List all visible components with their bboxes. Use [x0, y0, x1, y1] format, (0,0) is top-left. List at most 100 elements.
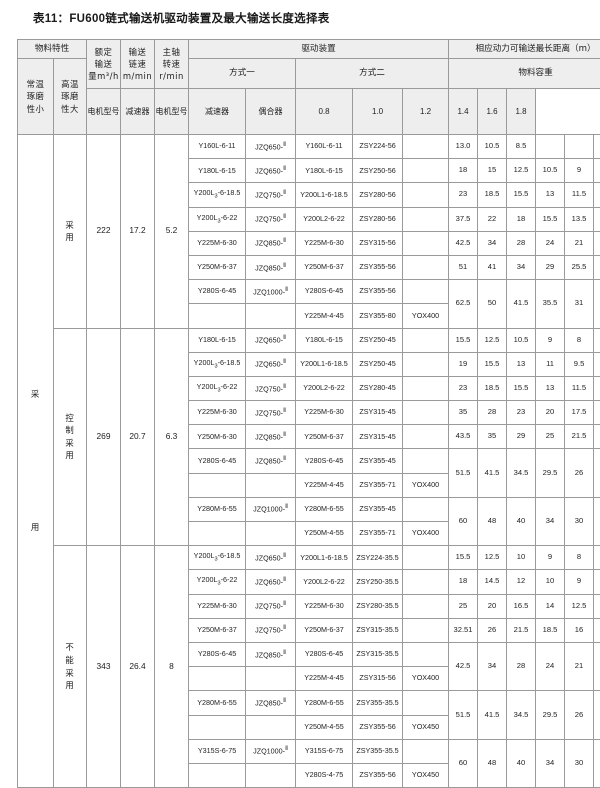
coupler-model: YOX450 — [403, 763, 449, 787]
max-distance-value: 9 — [565, 570, 594, 594]
method-two-motor-model: Y225M-4-45 — [296, 667, 353, 691]
max-distance-value: 34 — [507, 255, 536, 279]
max-distance-value: 21 — [565, 642, 594, 690]
method-one-motor-model: Y200L3-6-18.5 — [189, 352, 246, 376]
method-one-motor-model: Y180L-6-15 — [189, 328, 246, 352]
method-one-motor-model: Y225M-6-30 — [189, 401, 246, 425]
max-distance-value: 26 — [565, 691, 594, 739]
coupler-model: YOX450 — [403, 715, 449, 739]
max-distance-value: 32.51 — [449, 618, 478, 642]
method-one-motor-model: Y200L3-6-22 — [189, 570, 246, 594]
method-one-motor-model — [189, 522, 246, 546]
max-distance-value: 43.5 — [449, 425, 478, 449]
max-distance-value: 28 — [478, 401, 507, 425]
page-title: 表11：FU600链式输送机驱动装置及最大输送长度选择表 — [33, 10, 330, 26]
max-distance-value: 37.5 — [449, 207, 478, 231]
chain-speed-2: 26.4 — [121, 546, 155, 788]
method-two-motor-model: Y200L2-6-22 — [296, 376, 353, 400]
max-distance-value: 34 — [478, 642, 507, 690]
header-bulk-density: 物料容重 — [449, 59, 600, 89]
max-distance-value: 31 — [565, 280, 594, 328]
header-m1-reducer: 减速器 — [121, 89, 155, 135]
header-density-1-2: 1.2 — [403, 89, 449, 135]
method-two-motor-model: Y280S-4-75 — [296, 763, 353, 787]
max-distance-value: 14 — [594, 618, 600, 642]
spindle-speed-1: 6.3 — [155, 328, 189, 546]
method-two-motor-model: Y200L2-6-22 — [296, 570, 353, 594]
max-distance-value — [565, 135, 594, 159]
rated-capacity-2: 343 — [87, 546, 121, 788]
method-two-reducer: ZSY315-45 — [353, 401, 403, 425]
max-distance-value: 60 — [449, 739, 478, 787]
max-distance-value: 15.5 — [507, 376, 536, 400]
header-density-1-4: 1.4 — [449, 89, 478, 135]
method-two-reducer: ZSY355-71 — [353, 522, 403, 546]
max-distance-value: 10 — [594, 376, 600, 400]
max-distance-value: 8 — [565, 328, 594, 352]
coupler-model — [403, 497, 449, 521]
max-distance-value: 18.5 — [478, 376, 507, 400]
method-two-reducer: ZSY250-56 — [353, 159, 403, 183]
method-one-reducer — [246, 473, 296, 497]
max-distance-value: 60 — [449, 497, 478, 545]
header-normal-temp: 常温 琢磨 性小 — [18, 59, 54, 135]
method-one-reducer: JZQ650-Ⅱ — [246, 159, 296, 183]
method-one-reducer: JZQ750-Ⅱ — [246, 618, 296, 642]
max-distance-value: 15.5 — [594, 401, 600, 425]
coupler-model — [403, 231, 449, 255]
max-distance-value: 12.5 — [478, 328, 507, 352]
max-distance-value: 35 — [478, 425, 507, 449]
header-high-temp: 高温 琢磨 性大 — [54, 59, 87, 135]
max-distance-value: 8.5 — [507, 135, 536, 159]
method-one-motor-model: Y200L3-6-18.5 — [189, 546, 246, 570]
method-two-reducer: ZSY250-45 — [353, 328, 403, 352]
chain-speed-0: 17.2 — [121, 135, 155, 329]
method-two-reducer: ZSY355-45 — [353, 449, 403, 473]
coupler-model — [403, 401, 449, 425]
max-distance-value: 8 — [594, 159, 600, 183]
max-distance-value: 13 — [536, 183, 565, 207]
max-distance-value: 14.5 — [478, 570, 507, 594]
max-distance-value: 21.5 — [507, 618, 536, 642]
method-two-reducer: ZSY355-45 — [353, 497, 403, 521]
method-two-reducer: ZSY355-80 — [353, 304, 403, 328]
max-distance-value: 35.5 — [536, 280, 565, 328]
coupler-model — [403, 328, 449, 352]
coupler-model — [403, 570, 449, 594]
method-two-reducer: ZSY355-35.5 — [353, 739, 403, 763]
method-one-motor-model: Y250M-6-37 — [189, 255, 246, 279]
max-distance-value: 28 — [507, 642, 536, 690]
max-distance-value: 34.5 — [507, 449, 536, 497]
max-distance-value: 26 — [565, 449, 594, 497]
method-one-reducer — [246, 522, 296, 546]
max-distance-value: 23 — [594, 691, 600, 739]
max-distance-value: 42.5 — [449, 642, 478, 690]
chain-speed-1: 20.7 — [121, 328, 155, 546]
header-method-one: 方式一 — [189, 59, 296, 89]
max-distance-value: 9 — [536, 546, 565, 570]
header-rated-capacity: 额定 输送 量m³/h — [87, 40, 121, 89]
method-one-reducer: JZQ850-Ⅱ — [246, 425, 296, 449]
max-distance-value: 10 — [594, 183, 600, 207]
max-distance-value: 9 — [565, 159, 594, 183]
max-distance-value: 18.5 — [478, 183, 507, 207]
header-drive-unit: 驱动装置 — [189, 40, 449, 59]
max-distance-value: 40 — [507, 739, 536, 787]
max-distance-value: 13 — [507, 352, 536, 376]
method-two-motor-model: Y180L-6-15 — [296, 159, 353, 183]
usage-label-0: 采用 — [54, 135, 87, 329]
method-two-reducer: ZSY224-35.5 — [353, 546, 403, 570]
method-two-motor-model: Y200L1-6-18.5 — [296, 183, 353, 207]
max-distance-value: 20 — [536, 401, 565, 425]
max-distance-value: 7 — [594, 328, 600, 352]
method-two-reducer: ZSY355-56 — [353, 715, 403, 739]
max-distance-value: 12.5 — [565, 594, 594, 618]
method-two-motor-model: Y200L1-6-18.5 — [296, 352, 353, 376]
coupler-model: YOX400 — [403, 304, 449, 328]
method-one-motor-model — [189, 304, 246, 328]
coupler-model — [403, 425, 449, 449]
max-distance-value: 34 — [536, 739, 565, 787]
method-two-motor-model: Y225M-4-45 — [296, 304, 353, 328]
